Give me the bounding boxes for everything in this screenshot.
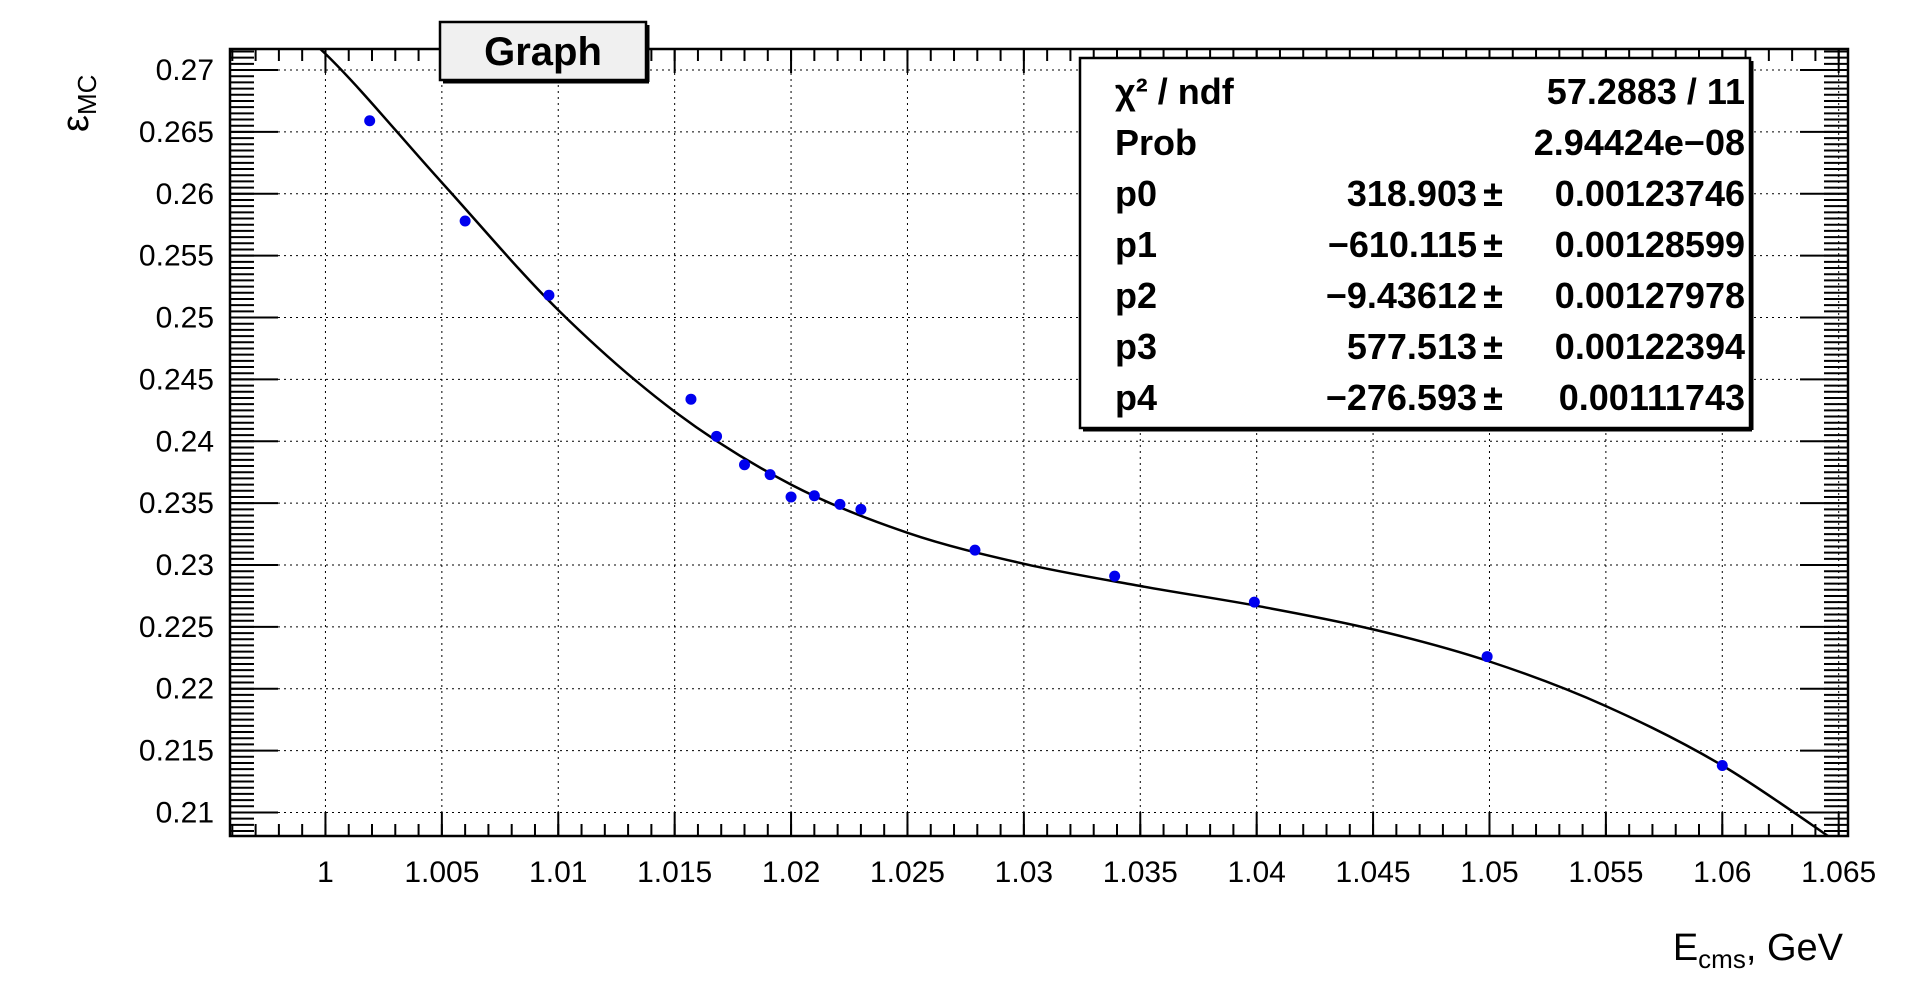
plus-minus-symbol: ±: [1483, 224, 1503, 265]
data-point: [1109, 570, 1121, 582]
plus-minus-symbol: ±: [1483, 326, 1503, 367]
x-tick-label: 1.045: [1336, 856, 1411, 889]
stats-value: 577.513: [1347, 326, 1477, 367]
fit-curve: [318, 49, 1831, 836]
axis-ticks: [230, 49, 1848, 836]
data-point: [711, 430, 723, 442]
x-tick-label: 1.025: [870, 856, 945, 889]
data-point: [764, 469, 776, 481]
graph-title: Graph: [484, 30, 602, 74]
x-tick-label: 1.055: [1568, 856, 1643, 889]
data-point: [1248, 596, 1260, 608]
fit-stats-box: χ² / ndf 57.2883 / 11 Prob 2.94424e−08 p0 318…: [1078, 56, 1754, 432]
y-tick-label: 0.215: [139, 735, 214, 768]
stats-error: 0.00128599: [1555, 224, 1745, 265]
plus-minus-symbol: ±: [1483, 275, 1503, 316]
x-tick-label: 1: [317, 856, 334, 889]
y-tick-label: 0.27: [156, 54, 214, 87]
x-tick-label: 1.03: [995, 856, 1053, 889]
y-tick-labels: 0.21 0.215 0.22 0.225 0.23 0.235 0.24 0.245 0.25…: [139, 54, 214, 829]
y-tick-label: 0.23: [156, 549, 214, 582]
y-tick-label: 0.225: [139, 611, 214, 644]
graph-title-box: Graph: [438, 20, 650, 84]
y-tick-label: 0.26: [156, 178, 214, 211]
y-tick-label: 0.21: [156, 796, 214, 829]
x-tick-label: 1.005: [404, 856, 479, 889]
stats-label: p1: [1115, 224, 1157, 265]
data-point: [855, 503, 867, 515]
data-point: [364, 115, 376, 127]
x-tick-label: 1.06: [1693, 856, 1751, 889]
stats-error: 0.00111743: [1559, 377, 1745, 418]
x-tick-label: 1.065: [1801, 856, 1876, 889]
y-tick-label: 0.235: [139, 487, 214, 520]
stats-label: Prob: [1115, 122, 1197, 163]
stats-value: 318.903: [1347, 173, 1477, 214]
data-point: [1716, 759, 1728, 771]
x-tick-label: 1.04: [1227, 856, 1285, 889]
y-axis-title: εMC: [55, 75, 102, 132]
data-points: [364, 115, 1728, 771]
data-point: [543, 289, 555, 301]
data-point: [834, 498, 846, 510]
stats-label: p0: [1115, 173, 1157, 214]
stats-label: p4: [1115, 377, 1157, 418]
y-tick-label: 0.24: [156, 425, 214, 458]
x-tick-label: 1.01: [529, 856, 587, 889]
stats-value: −9.43612: [1326, 275, 1477, 316]
stats-value: 57.2883 / 11: [1547, 71, 1745, 112]
x-tick-labels: 1 1.005 1.01 1.015 1.02 1.025 1.03 1.035 1.04 1.0…: [317, 856, 1876, 889]
data-point: [969, 544, 981, 556]
data-point: [685, 393, 697, 405]
grid-lines: [230, 49, 1848, 836]
x-tick-label: 1.015: [637, 856, 712, 889]
stats-error: 0.00127978: [1555, 275, 1745, 316]
plus-minus-symbol: ±: [1483, 377, 1503, 418]
y-tick-label: 0.25: [156, 302, 214, 335]
stats-value: −610.115: [1328, 224, 1477, 265]
plus-minus-symbol: ±: [1483, 173, 1503, 214]
y-tick-label: 0.245: [139, 363, 214, 396]
stats-error: 0.00123746: [1555, 173, 1745, 214]
x-axis-title: Ecms, GeV: [1673, 927, 1844, 974]
data-point: [785, 491, 797, 503]
stats-value: 2.94424e−08: [1534, 122, 1745, 163]
stats-error: 0.00122394: [1555, 326, 1745, 367]
stats-label: p2: [1115, 275, 1157, 316]
stats-value: −276.593: [1326, 377, 1477, 418]
data-point: [808, 490, 820, 502]
x-tick-label: 1.02: [762, 856, 820, 889]
data-point: [459, 215, 471, 227]
data-point: [739, 459, 751, 471]
y-tick-label: 0.265: [139, 116, 214, 149]
y-tick-label: 0.255: [139, 240, 214, 273]
data-point: [1481, 651, 1493, 663]
x-tick-label: 1.035: [1103, 856, 1178, 889]
y-tick-label: 0.22: [156, 673, 214, 706]
x-tick-label: 1.05: [1460, 856, 1518, 889]
stats-label: p3: [1115, 326, 1157, 367]
stats-label: χ² / ndf: [1115, 71, 1235, 112]
